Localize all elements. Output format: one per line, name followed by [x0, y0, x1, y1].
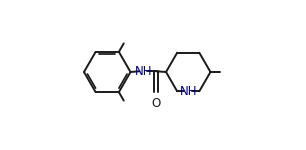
- Text: NH: NH: [180, 85, 197, 98]
- Text: NH: NH: [135, 65, 152, 78]
- Text: O: O: [151, 97, 161, 110]
